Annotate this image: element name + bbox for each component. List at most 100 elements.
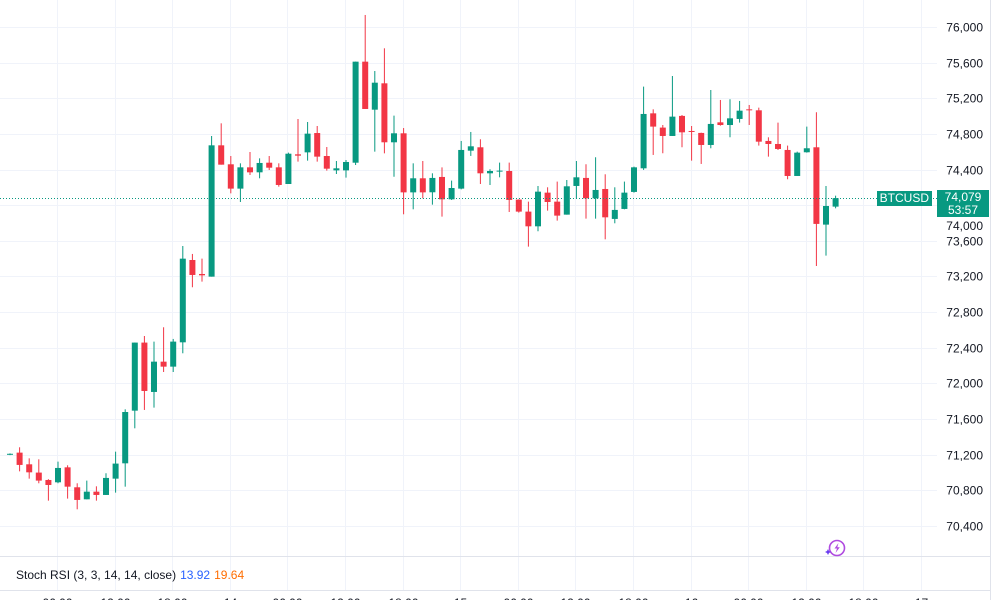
- time-tick-label: 18:00: [618, 596, 648, 600]
- time-tick-label: 16: [685, 596, 699, 600]
- candle-body: [16, 452, 23, 465]
- candle: [419, 161, 426, 199]
- candle-body: [131, 342, 138, 411]
- candle: [45, 479, 52, 501]
- candle-body: [83, 491, 90, 500]
- candle-body: [218, 145, 225, 165]
- price-tick-label: 75,200: [946, 92, 983, 106]
- candle-body: [583, 177, 589, 199]
- candle: [266, 156, 273, 171]
- candle: [487, 169, 493, 185]
- candle: [256, 158, 263, 179]
- candle: [650, 109, 657, 155]
- price-tick-label: 70,400: [946, 520, 983, 534]
- candle-body: [544, 192, 551, 202]
- bar-countdown: 53:57: [947, 203, 979, 217]
- candle: [83, 480, 90, 500]
- candle: [746, 104, 753, 126]
- candle-body: [371, 82, 378, 110]
- candle: [333, 161, 340, 175]
- time-tick-label: 06:00: [503, 596, 533, 600]
- candle: [391, 115, 397, 177]
- time-tick-label: 17: [915, 596, 929, 600]
- candle: [736, 100, 743, 123]
- candle-body: [563, 186, 570, 215]
- candle-body: [285, 153, 292, 184]
- candle-body: [381, 83, 388, 143]
- candle: [535, 185, 541, 232]
- candle: [602, 174, 609, 240]
- last-price-value: 74,079: [944, 190, 982, 204]
- candle-body: [266, 162, 273, 168]
- candle: [400, 128, 407, 215]
- candle-body: [275, 167, 282, 185]
- candle: [477, 139, 484, 184]
- candle: [381, 48, 388, 154]
- price-tick-label: 74,400: [946, 164, 983, 178]
- candle: [103, 473, 109, 495]
- time-tick-label: 12:00: [791, 596, 821, 600]
- candle: [688, 125, 695, 161]
- price-tick-label: 72,400: [946, 342, 983, 356]
- candle-body: [304, 133, 311, 153]
- candle-body: [717, 122, 724, 126]
- candle: [64, 465, 71, 499]
- candle-body: [323, 156, 330, 169]
- time-tick-label: 12:00: [330, 596, 360, 600]
- candle: [611, 187, 618, 224]
- candle-body: [736, 110, 743, 119]
- candle: [304, 121, 311, 161]
- candle-body: [727, 118, 733, 126]
- time-tick-label: 18:00: [388, 596, 418, 600]
- candle: [131, 342, 138, 429]
- candle: [679, 114, 685, 148]
- symbol-label: BTCUSD: [876, 191, 932, 206]
- candle: [189, 253, 196, 288]
- candle-body: [189, 259, 196, 275]
- candle-body: [410, 178, 417, 193]
- candle-body: [621, 192, 628, 209]
- candle-body: [151, 361, 157, 392]
- candle: [352, 61, 359, 166]
- candle-body: [199, 273, 205, 276]
- price-tick-label: 74,800: [946, 128, 983, 142]
- candle-body: [669, 116, 676, 136]
- candle-body: [122, 412, 129, 464]
- time-tick-label: 15: [454, 596, 468, 600]
- candle-body: [659, 127, 666, 136]
- candle-body: [803, 148, 810, 153]
- candle: [151, 341, 157, 408]
- price-tick-label: 71,600: [946, 413, 983, 427]
- candle-body: [35, 472, 42, 481]
- price-axis[interactable]: 76,000 75,600 75,200 74,800 74,400 74,000 73,6…: [946, 21, 983, 534]
- candle: [554, 181, 561, 221]
- time-tick-label: 06:00: [42, 596, 72, 600]
- candle-body: [477, 147, 484, 174]
- d-value: 19.64: [214, 568, 245, 582]
- candle: [93, 486, 100, 501]
- candle-body: [506, 170, 513, 200]
- candle: [803, 126, 810, 153]
- candle: [583, 164, 589, 219]
- candle: [227, 156, 234, 194]
- candle: [515, 199, 522, 213]
- sparkle-lightning-icon[interactable]: [822, 538, 848, 558]
- candle-body: [535, 191, 541, 227]
- time-axis[interactable]: 06:00 12:00 18:00 14 06:00 12:00 18:00 15 06:00 1…: [42, 596, 928, 600]
- candle-body: [765, 140, 772, 144]
- candle: [314, 125, 321, 162]
- stoch-rsi-legend[interactable]: Stoch RSI (3, 3, 14, 14, close) 13.92 19.6…: [16, 568, 244, 582]
- price-tick-label: 76,000: [946, 21, 983, 35]
- candle: [26, 458, 33, 479]
- candle-body: [74, 487, 81, 500]
- candle-body: [688, 130, 695, 132]
- time-tick-label: 12:00: [560, 596, 590, 600]
- candle: [275, 163, 282, 187]
- candle-body: [592, 189, 599, 199]
- candle-body: [256, 162, 263, 173]
- candle-body: [362, 61, 369, 109]
- candle-body: [179, 258, 186, 343]
- candle-body: [7, 453, 13, 455]
- candle: [765, 137, 772, 157]
